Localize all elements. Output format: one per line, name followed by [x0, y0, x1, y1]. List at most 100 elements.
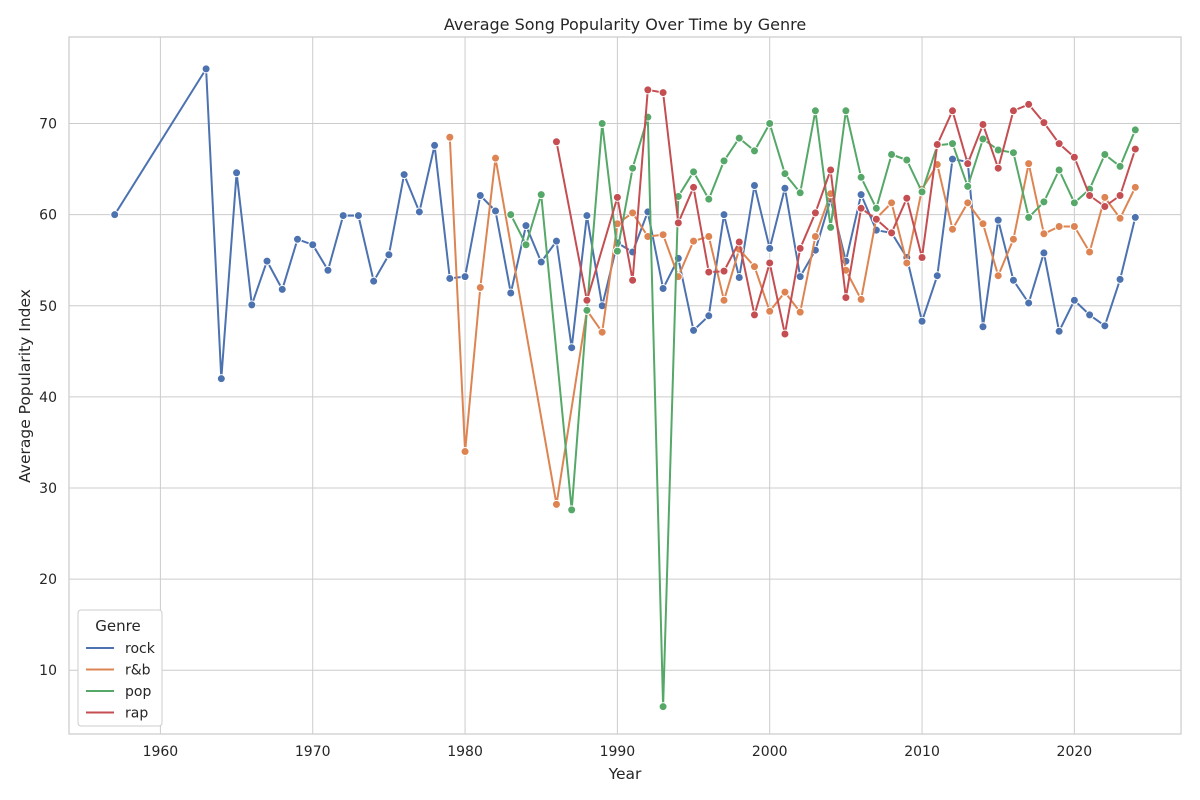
- data-point: [551, 236, 561, 246]
- series-rock: [110, 64, 1140, 384]
- data-point: [765, 306, 775, 316]
- data-point: [856, 190, 866, 200]
- data-point: [948, 224, 958, 234]
- data-point: [582, 211, 592, 221]
- data-point: [597, 119, 607, 129]
- data-point: [993, 271, 1003, 281]
- data-point: [841, 293, 851, 303]
- y-tick-label: 30: [39, 481, 57, 497]
- x-tick-label: 1970: [295, 744, 331, 760]
- data-point: [216, 374, 226, 384]
- legend-label: r&b: [125, 663, 151, 679]
- data-point: [993, 215, 1003, 225]
- data-point: [1100, 150, 1110, 160]
- data-point: [1085, 247, 1095, 257]
- data-point: [856, 172, 866, 182]
- data-point: [963, 181, 973, 191]
- legend-box: [77, 609, 163, 727]
- data-point: [262, 256, 272, 266]
- data-point: [871, 214, 881, 224]
- legend-entry: pop: [86, 684, 151, 700]
- y-tick-label: 20: [39, 572, 57, 588]
- data-point: [506, 210, 516, 220]
- data-point: [460, 272, 470, 282]
- data-point: [673, 218, 683, 228]
- legend-title: Genre: [95, 617, 140, 635]
- legend: Genre rock r&b pop rap: [77, 609, 163, 727]
- data-point: [1085, 191, 1095, 201]
- data-point: [749, 146, 759, 156]
- data-point: [917, 252, 927, 262]
- data-point: [993, 145, 1003, 155]
- data-point: [978, 134, 988, 144]
- chart-title: Average Song Popularity Over Time by Gen…: [444, 15, 806, 34]
- data-point: [308, 240, 318, 250]
- data-point: [1054, 139, 1064, 149]
- data-point: [780, 329, 790, 339]
- legend-entry: rock: [86, 641, 156, 657]
- data-point: [1100, 192, 1110, 202]
- data-point: [948, 139, 958, 149]
- data-point: [551, 499, 561, 509]
- data-point: [1054, 165, 1064, 175]
- data-point: [719, 210, 729, 220]
- data-point: [689, 325, 699, 335]
- series-layer: [110, 64, 1140, 712]
- x-tick-label: 1980: [447, 744, 483, 760]
- data-point: [1054, 222, 1064, 232]
- data-point: [734, 273, 744, 283]
- data-point: [978, 219, 988, 229]
- data-point: [567, 505, 577, 515]
- data-point: [338, 211, 348, 221]
- data-point: [689, 182, 699, 192]
- data-point: [628, 163, 638, 173]
- data-point: [795, 188, 805, 198]
- y-tick-label: 60: [39, 208, 57, 224]
- data-point: [1100, 321, 1110, 331]
- data-point: [780, 169, 790, 179]
- data-point: [1024, 212, 1034, 222]
- x-tick-label: 1990: [600, 744, 636, 760]
- legend-label: rock: [125, 641, 156, 657]
- data-point: [978, 119, 988, 129]
- data-point: [765, 258, 775, 268]
- data-point: [384, 250, 394, 260]
- data-point: [506, 288, 516, 298]
- data-point: [765, 243, 775, 253]
- data-point: [1115, 213, 1125, 223]
- data-point: [993, 163, 1003, 173]
- data-point: [582, 295, 592, 305]
- data-point: [1008, 106, 1018, 116]
- data-point: [491, 153, 501, 163]
- data-point: [902, 155, 912, 165]
- data-point: [597, 327, 607, 337]
- data-point: [460, 447, 470, 457]
- data-point: [795, 243, 805, 253]
- tick-labels: 1960 1970 1980 1990 2000 2010 2020 10 20 30 40 50 60…: [39, 117, 1092, 760]
- series-line: [448, 137, 1137, 506]
- grid: [69, 37, 1181, 734]
- data-point: [734, 237, 744, 247]
- x-tick-label: 2010: [904, 744, 940, 760]
- data-point: [1024, 159, 1034, 169]
- y-tick-label: 50: [39, 299, 57, 315]
- data-point: [704, 194, 714, 204]
- data-point: [978, 322, 988, 332]
- plot-area-frame: [68, 36, 1182, 735]
- data-point: [445, 273, 455, 283]
- data-point: [658, 88, 668, 98]
- data-point: [719, 295, 729, 305]
- legend-entry: r&b: [86, 663, 151, 679]
- data-point: [1100, 201, 1110, 211]
- series-pop: [506, 106, 1140, 712]
- data-point: [292, 234, 302, 244]
- data-point: [475, 283, 485, 293]
- data-point: [1039, 118, 1049, 128]
- data-point: [765, 119, 775, 129]
- data-point: [521, 221, 531, 231]
- data-point: [353, 211, 363, 221]
- data-point: [567, 343, 577, 353]
- data-point: [1008, 234, 1018, 244]
- data-point: [1024, 99, 1034, 109]
- data-point: [612, 246, 622, 256]
